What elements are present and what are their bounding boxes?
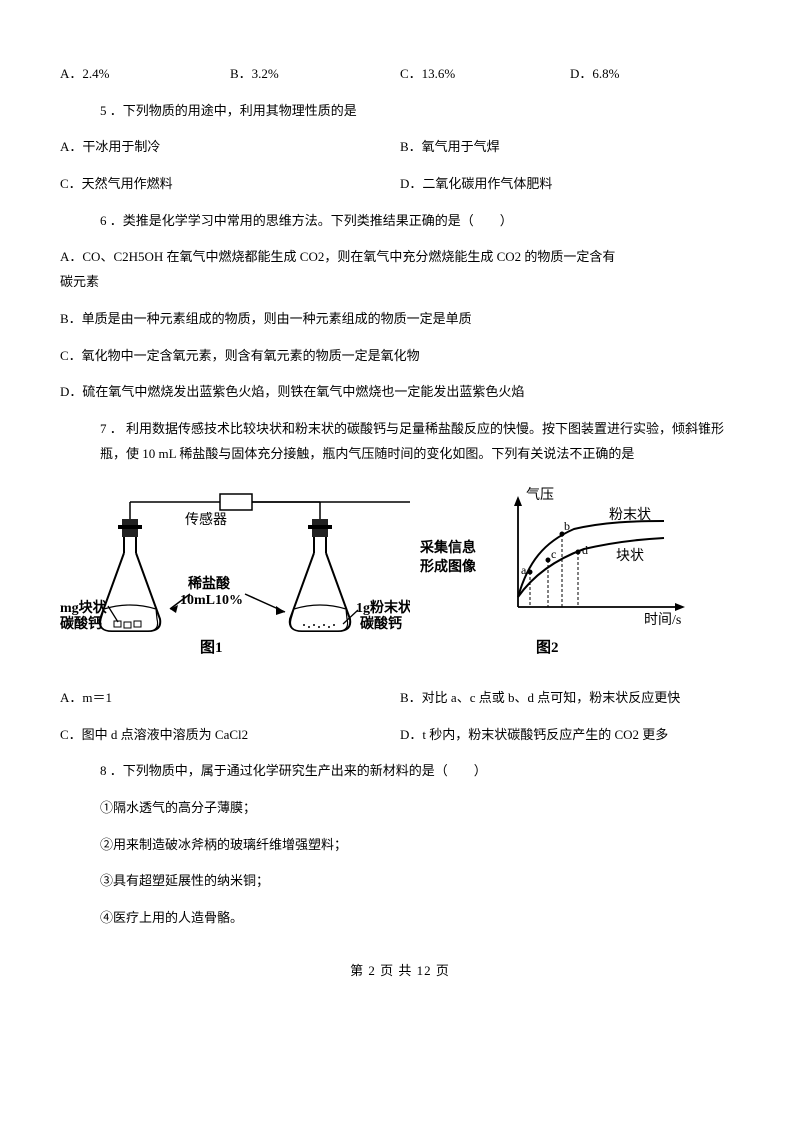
- fig1-right2: 碳酸钙: [360, 615, 402, 632]
- powder-label: 粉末状: [609, 507, 651, 523]
- q4-options: A．2.4% B．3.2% C．13.6% D．6.8%: [60, 62, 740, 87]
- fig1-left2: 碳酸钙: [60, 615, 102, 632]
- q5-row1: A．干冰用于制冷 B．氧气用于气焊: [60, 135, 740, 160]
- q5-d: D．二氧化碳用作气体肥料: [400, 172, 740, 197]
- q7-stem: 7 ． 利用数据传感技术比较块状和粉末状的碳酸钙与足量稀盐酸反应的快慢。按下图装…: [60, 417, 740, 466]
- q5-b: B．氧气用于气焊: [400, 135, 740, 160]
- pt-a: a: [521, 563, 527, 577]
- q8-i3: ③具有超塑延展性的纳米铜；: [60, 869, 740, 894]
- q4-d: D．6.8%: [570, 62, 740, 87]
- q5-stem: 5 ．下列物质的用途中，利用其物理性质的是: [60, 99, 740, 124]
- q8-stem: 8 ．下列物质中，属于通过化学研究生产出来的新材料的是（ ）: [60, 759, 740, 784]
- fig2-caption: 图2: [536, 639, 559, 656]
- q6-a2: 碳元素: [60, 274, 99, 289]
- pt-b: b: [564, 519, 570, 533]
- q7-c: C．图中 d 点溶液中溶质为 CaCl2: [60, 723, 400, 748]
- figure-1: 传感器: [60, 484, 410, 668]
- q4-a: A．2.4%: [60, 62, 230, 87]
- q6-a1: A．CO、C2H5OH 在氧气中燃烧都能生成 CO2，则在氧气中充分燃烧能生成 …: [60, 249, 615, 264]
- collect2: 形成图像: [420, 558, 476, 578]
- q7-row2: C．图中 d 点溶液中溶质为 CaCl2 D．t 秒内，粉末状碳酸钙反应产生的 …: [60, 723, 740, 748]
- q5-a: A．干冰用于制冷: [60, 135, 400, 160]
- ylabel: 气压: [526, 487, 554, 503]
- q5-c: C．天然气用作燃料: [60, 172, 400, 197]
- pt-d: d: [582, 543, 588, 557]
- q5-row2: C．天然气用作燃料 D．二氧化碳用作气体肥料: [60, 172, 740, 197]
- q8-i4: ④医疗上用的人造骨骼。: [60, 906, 740, 931]
- q8-i1: ①隔水透气的高分子薄膜；: [60, 796, 740, 821]
- q6-d: D．硫在氧气中燃烧发出蓝紫色火焰，则铁在氧气中燃烧也一定能发出蓝紫色火焰: [60, 380, 740, 405]
- q7-d: D．t 秒内，粉末状碳酸钙反应产生的 CO2 更多: [400, 723, 740, 748]
- q4-b: B．3.2%: [230, 62, 400, 87]
- fig1-caption: 图1: [200, 639, 223, 656]
- q8-i2: ②用来制造破冰斧柄的玻璃纤维增强塑料；: [60, 833, 740, 858]
- sensor-label: 传感器: [185, 511, 227, 528]
- q6-c: C．氧化物中一定含氧元素，则含有氧元素的物质一定是氧化物: [60, 344, 740, 369]
- q6-a: A．CO、C2H5OH 在氧气中燃烧都能生成 CO2，则在氧气中充分燃烧能生成 …: [60, 245, 740, 294]
- fig1-left1: mg块状: [60, 599, 108, 616]
- q7-a: A．m＝1: [60, 686, 400, 711]
- collect-text: 采集信息 形成图像: [420, 539, 476, 578]
- block-label: 块状: [616, 548, 644, 564]
- q7-row1: A．m＝1 B．对比 a、c 点或 b、d 点可知，粉末状反应更快: [60, 686, 740, 711]
- q4-c: C．13.6%: [400, 62, 570, 87]
- q6-b: B．单质是由一种元素组成的物质，则由一种元素组成的物质一定是单质: [60, 307, 740, 332]
- page-footer: 第 2 页 共 12 页: [60, 959, 740, 984]
- figure-2: 气压 时间/s 粉末状 块状 a b: [486, 484, 696, 668]
- q7-b: B．对比 a、c 点或 b、d 点可知，粉末状反应更快: [400, 686, 740, 711]
- q6-stem: 6 ．类推是化学学习中常用的思维方法。下列类推结果正确的是（ ）: [60, 209, 740, 234]
- fig1-mid2: 10mL10%: [180, 593, 243, 608]
- pt-c: c: [551, 547, 556, 561]
- xlabel: 时间/s: [644, 612, 681, 628]
- collect1: 采集信息: [420, 539, 476, 559]
- figure-row: 传感器: [60, 484, 740, 668]
- fig1-right1: 1g粉末状: [356, 599, 410, 616]
- fig1-mid1: 稀盐酸: [188, 575, 231, 592]
